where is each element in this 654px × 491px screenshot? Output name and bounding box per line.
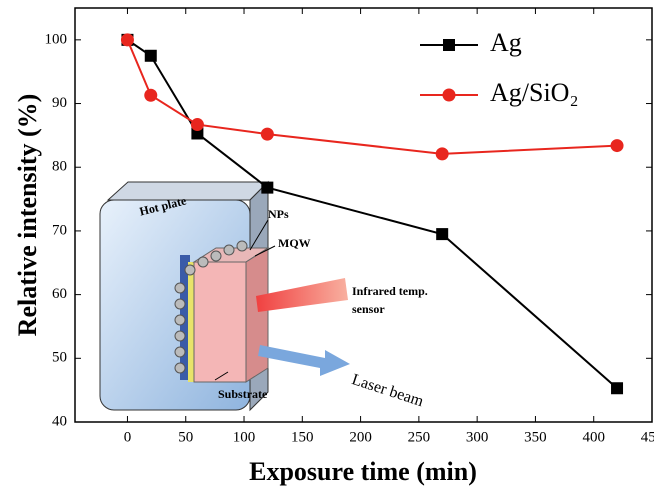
- marker: [436, 228, 449, 241]
- nanoparticles: [174, 240, 248, 374]
- x-tick-label: 100: [233, 429, 256, 445]
- inset-label: NPs: [268, 207, 289, 221]
- marker: [435, 147, 449, 161]
- pointer: [249, 219, 269, 251]
- legend-label: Ag: [490, 28, 522, 57]
- pointer: [214, 371, 229, 381]
- legend-marker: [442, 88, 456, 102]
- x-tick-label: 150: [291, 429, 314, 445]
- x-tick-label: 350: [524, 429, 547, 445]
- inset-label: Substrate: [218, 387, 268, 401]
- x-tick-label: 450: [641, 429, 654, 445]
- y-tick-label: 90: [52, 95, 67, 111]
- marker: [144, 49, 157, 62]
- y-tick-label: 40: [52, 413, 67, 429]
- y-tick-label: 100: [45, 31, 68, 47]
- x-tick-label: 0: [124, 429, 132, 445]
- legend-label: Ag/SiO₂: [490, 78, 579, 107]
- marker: [120, 33, 134, 47]
- marker: [191, 127, 204, 140]
- inset-label: MQW: [278, 236, 311, 250]
- plot-frame: [74, 7, 653, 423]
- x-tick-label: 200: [349, 429, 372, 445]
- layer: [188, 262, 194, 382]
- y-tick-label: 50: [52, 350, 67, 366]
- plate-top: [106, 181, 270, 201]
- series-line: [126, 39, 618, 155]
- inset-label: sensor: [352, 302, 385, 316]
- marker: [144, 88, 158, 102]
- inset-label: Laser beam: [350, 371, 426, 410]
- marker: [610, 139, 624, 153]
- y-tick-label: 60: [52, 286, 67, 302]
- mqw-layer: [180, 255, 190, 380]
- x-axis-label: Exposure time (min): [249, 457, 477, 486]
- marker: [260, 127, 274, 141]
- laser-beam-arrow: [258, 345, 350, 376]
- substrate-side: [245, 247, 269, 383]
- legend-marker: [443, 39, 455, 51]
- infrared-beam: [256, 278, 348, 312]
- y-tick-label: 70: [52, 222, 67, 238]
- x-tick-label: 300: [466, 429, 489, 445]
- substrate: [193, 261, 247, 383]
- y-axis-label: Relative intensity (%): [13, 94, 42, 337]
- marker: [261, 181, 274, 194]
- x-tick-label: 250: [408, 429, 431, 445]
- x-tick-label: 50: [178, 429, 193, 445]
- marker: [611, 382, 624, 395]
- y-tick-label: 80: [52, 159, 67, 175]
- marker: [190, 118, 204, 132]
- x-tick-label: 400: [582, 429, 605, 445]
- inset-label: Infrared temp.: [352, 284, 428, 298]
- pointer: [254, 245, 276, 257]
